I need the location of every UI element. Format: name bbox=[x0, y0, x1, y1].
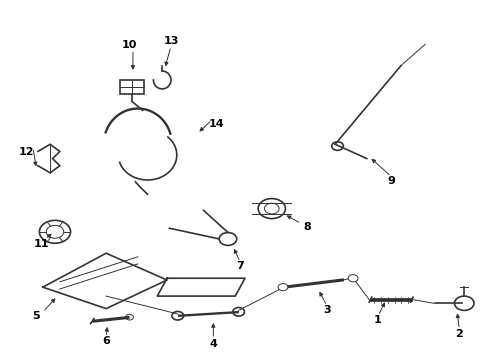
Circle shape bbox=[278, 284, 288, 291]
Text: 1: 1 bbox=[374, 315, 382, 325]
Text: 12: 12 bbox=[19, 147, 34, 157]
Text: 9: 9 bbox=[387, 176, 395, 186]
Text: 10: 10 bbox=[122, 40, 137, 50]
Text: 8: 8 bbox=[303, 222, 311, 232]
Bar bbox=[120, 80, 144, 94]
Text: 5: 5 bbox=[33, 311, 40, 321]
Text: 6: 6 bbox=[102, 337, 110, 346]
Text: 11: 11 bbox=[34, 239, 49, 249]
Text: 3: 3 bbox=[323, 305, 331, 315]
Text: 4: 4 bbox=[209, 339, 217, 348]
Text: 14: 14 bbox=[209, 118, 224, 129]
Text: 2: 2 bbox=[456, 329, 463, 339]
Text: 7: 7 bbox=[236, 261, 244, 271]
Circle shape bbox=[348, 275, 358, 282]
Text: 13: 13 bbox=[163, 36, 179, 46]
